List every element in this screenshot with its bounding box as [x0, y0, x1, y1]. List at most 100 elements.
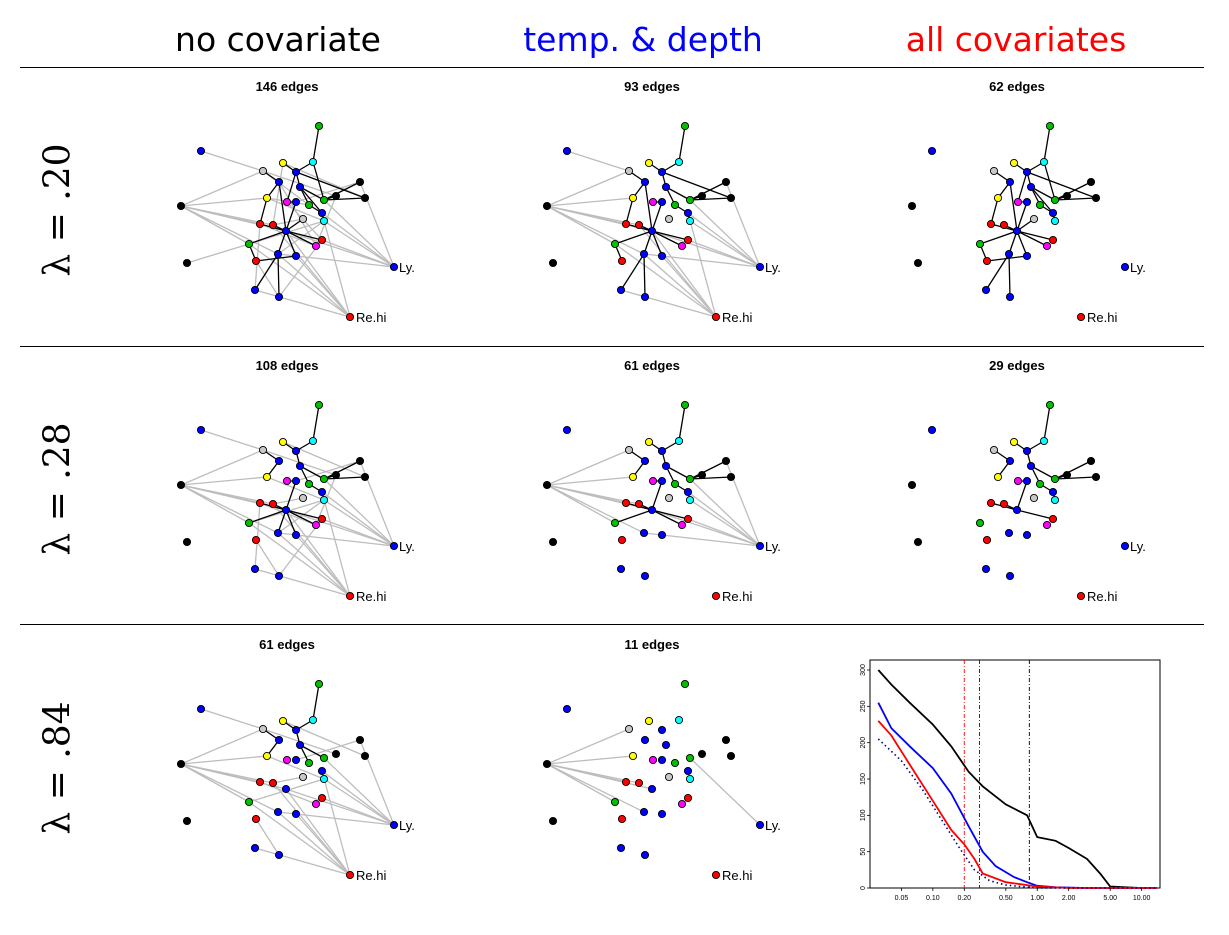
gray-edge: [295, 460, 361, 482]
gray-edge: [323, 478, 395, 547]
network-node: [291, 530, 301, 540]
gray-edge: [180, 755, 268, 765]
node-label-ly: Ly.: [765, 260, 781, 275]
network-node: [562, 704, 572, 714]
network-node: [685, 216, 695, 226]
x-tick-label: 5.00: [1103, 895, 1117, 902]
network-node: [1050, 195, 1060, 205]
network-node: [993, 472, 1003, 482]
network-node: [244, 797, 254, 807]
black-edge: [286, 171, 297, 203]
network-node: [319, 474, 329, 484]
network-node: [304, 758, 314, 768]
network-node: [999, 499, 1009, 509]
network-node: [640, 456, 650, 466]
network-node: [661, 182, 671, 192]
series-line: [877, 738, 1157, 889]
network-node: [262, 751, 272, 761]
row-divider-1: [20, 346, 1204, 347]
black-edge: [255, 255, 297, 262]
gray-edge: [323, 220, 395, 268]
network-node: [274, 571, 284, 581]
gray-edge: [651, 509, 761, 547]
network-node: [274, 177, 284, 187]
gray-edge: [321, 797, 395, 826]
network-panel-r3-c1: Ly. Re.hi: [176, 679, 415, 883]
panel-title-r2-c3: 29 edges: [989, 358, 1045, 373]
network-node: [657, 251, 667, 261]
gray-edge: [200, 429, 264, 451]
black-edge: [1043, 161, 1056, 201]
network-node: [319, 195, 329, 205]
panel-title-r3-c2: 11 edges: [624, 637, 680, 652]
network-node: [999, 220, 1009, 230]
network-node: [907, 201, 917, 211]
network-node: [355, 456, 365, 466]
network-node: [634, 220, 644, 230]
network-node: [1086, 456, 1096, 466]
network-node: [661, 461, 671, 471]
network-node: [282, 197, 292, 207]
network-node: [680, 400, 690, 410]
gray-edge: [546, 755, 634, 765]
black-edge: [285, 230, 297, 257]
network-node: [634, 778, 644, 788]
network-node: [1120, 541, 1130, 551]
network-node: [291, 197, 301, 207]
network-node: [1009, 158, 1019, 168]
gray-edge: [285, 509, 351, 597]
network-node: [196, 146, 206, 156]
network-node: [670, 479, 680, 489]
network-node: [1026, 182, 1036, 192]
network-node: [345, 312, 355, 322]
network-node: [319, 774, 329, 784]
network-node: [176, 480, 186, 490]
network-node: [1045, 400, 1055, 410]
black-edge: [312, 683, 320, 721]
network-node: [677, 520, 687, 530]
black-edge: [323, 476, 366, 480]
network-node: [993, 193, 1003, 203]
network-node: [291, 476, 301, 486]
network-node: [907, 480, 917, 490]
black-edge: [312, 161, 325, 201]
gray-edge: [321, 239, 395, 268]
gray-edge: [546, 197, 634, 207]
network-node: [273, 528, 283, 538]
black-edge: [1043, 125, 1051, 163]
network-node: [291, 251, 301, 261]
network-node: [1050, 495, 1060, 505]
black-edge: [323, 181, 361, 201]
gray-edge: [321, 491, 351, 597]
gray-edge: [321, 770, 351, 876]
black-edge: [651, 509, 689, 520]
black-edge: [1030, 186, 1054, 214]
network-node: [1013, 476, 1023, 486]
network-node: [639, 249, 649, 259]
black-edge: [643, 253, 646, 298]
network-node: [640, 850, 650, 860]
network-node: [986, 219, 996, 229]
network-node: [628, 193, 638, 203]
gray-edge: [285, 230, 351, 318]
gray-edge: [323, 757, 395, 826]
gray-edge: [259, 781, 317, 805]
gray-edge: [248, 522, 351, 597]
network-node: [657, 197, 667, 207]
network-node: [697, 191, 707, 201]
network-node: [624, 166, 634, 176]
y-tick-label: 200: [860, 737, 867, 749]
network-node: [640, 571, 650, 581]
network-node: [1005, 292, 1015, 302]
network-node: [1022, 251, 1032, 261]
x-tick-label: 1.00: [1030, 895, 1044, 902]
gray-edge: [546, 476, 634, 486]
network-node: [317, 766, 327, 776]
network-node: [1048, 235, 1058, 245]
network-node: [640, 735, 650, 745]
gray-edge: [277, 499, 325, 534]
gray-edge: [689, 199, 761, 268]
black-edge: [979, 230, 1018, 245]
gray-edge: [285, 509, 395, 547]
black-edge: [678, 404, 686, 442]
